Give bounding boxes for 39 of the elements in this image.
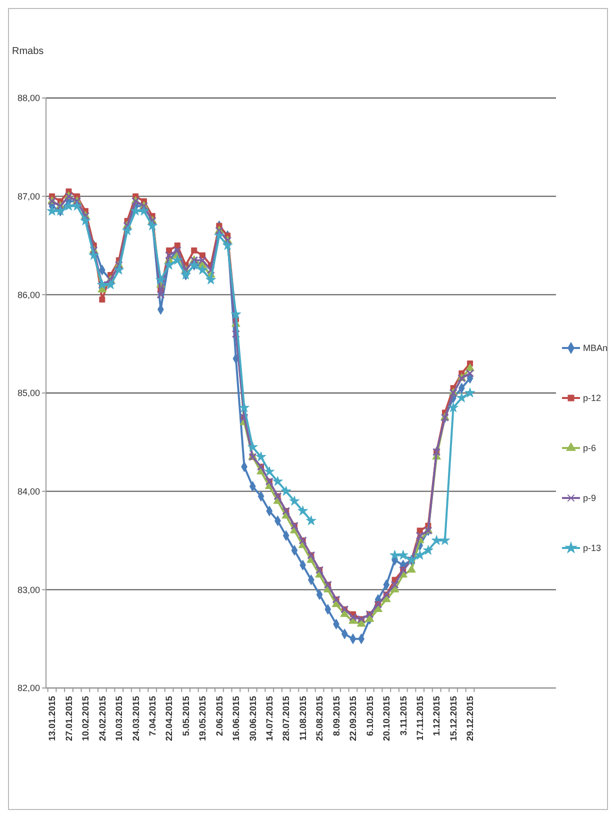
x-tick-label: 17.11.2015 — [414, 696, 425, 741]
x-tick-label: 20.10.2015 — [382, 696, 392, 742]
y-tick-label: 86,00 — [17, 290, 40, 300]
y-tick-label: 88,00 — [17, 93, 40, 104]
legend-label: p-12 — [583, 393, 602, 404]
x-tick-label: 28.07.2015 — [281, 696, 292, 742]
x-tick-label: 3.11.2015 — [398, 696, 408, 736]
x-tick-label: 2.06.2015 — [214, 696, 224, 736]
x-tick-label: 29.12.2015 — [465, 696, 476, 742]
y-tick-label: 84,00 — [17, 486, 40, 496]
legend-label: p-6 — [583, 443, 596, 454]
x-tick-label: 16.06.2015 — [231, 696, 242, 742]
x-tick-label: 13.01.2015 — [47, 696, 58, 742]
x-tick-label: 19.05.2015 — [198, 696, 208, 742]
y-tick-label: 85,00 — [17, 388, 40, 398]
x-tick-label: 10.02.2015 — [80, 696, 91, 742]
x-tick-label: 10.03.2015 — [114, 696, 124, 742]
x-tick-label: 22.04.2015 — [164, 696, 174, 742]
x-tick-label: 27.01.2015 — [64, 696, 74, 742]
x-tick-label: 8.09.2015 — [331, 696, 342, 736]
x-tick-label: 30.06.2015 — [248, 696, 258, 742]
legend-label: p-9 — [583, 493, 596, 504]
x-tick-label: 11.08.2015 — [298, 696, 308, 741]
y-axis-title: Rmabs — [12, 46, 44, 57]
legend-label: p-13 — [583, 543, 602, 554]
x-tick-label: 24.03.2015 — [130, 696, 141, 742]
y-tick-label: 82,00 — [17, 683, 40, 694]
x-tick-label: 15.12.2015 — [448, 696, 458, 742]
y-tick-label: 83,00 — [17, 584, 40, 595]
x-tick-label: 7.04.2015 — [147, 696, 158, 736]
y-tick-label: 87,00 — [17, 191, 40, 202]
x-tick-label: 22.09.2015 — [348, 696, 358, 742]
legend-label: MBAn — [583, 343, 608, 354]
x-tick-label: 6.10.2015 — [364, 696, 375, 736]
x-tick-label: 1.12.2015 — [432, 696, 442, 736]
x-tick-label: 25.08.2015 — [314, 696, 325, 742]
x-tick-label: 14.07.2015 — [264, 696, 275, 742]
x-tick-label: 24.02.2015 — [97, 696, 108, 742]
x-tick-label: 5.05.2015 — [180, 696, 191, 736]
